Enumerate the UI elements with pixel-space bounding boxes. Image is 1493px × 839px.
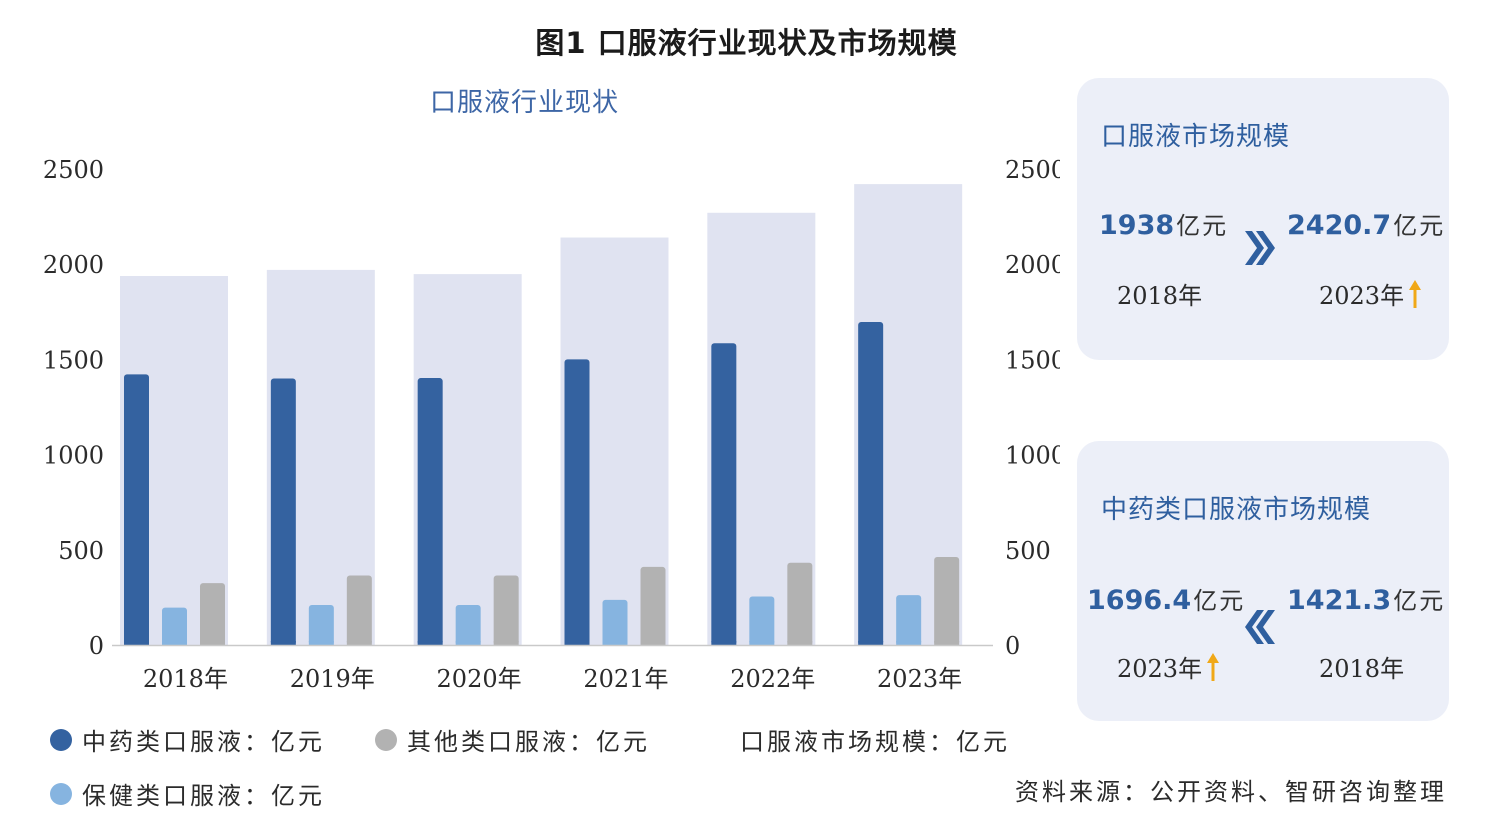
y-tick-label-left: 500 bbox=[58, 537, 104, 565]
bar-health-2 bbox=[455, 605, 481, 645]
legend-swatch-other bbox=[375, 728, 397, 751]
market-2018-value: 1938亿元 bbox=[1099, 210, 1229, 241]
bar-tcm-base-2 bbox=[417, 641, 443, 645]
bar-other-4 bbox=[787, 562, 813, 645]
bar-health-base-1 bbox=[308, 641, 334, 645]
bar-health-1 bbox=[308, 605, 334, 645]
bar-health-base-4 bbox=[749, 641, 775, 645]
tcm-2018-value: 1421.3亿元 bbox=[1287, 585, 1446, 616]
market-size-panel: 口服液市场规模 1938亿元 2018年 2420.7亿元 2023年 bbox=[1077, 78, 1449, 360]
x-tick-label: 2018年 bbox=[143, 665, 228, 693]
bar-tcm-2 bbox=[417, 378, 443, 645]
up-arrow-icon bbox=[1207, 652, 1220, 681]
bar-other-base-3 bbox=[640, 641, 666, 645]
tcm-2018-year: 2018年 bbox=[1319, 655, 1405, 683]
y-tick-label-right: 1500 bbox=[1005, 346, 1060, 374]
bar-health-4 bbox=[749, 596, 775, 645]
bar-health-0 bbox=[162, 607, 187, 645]
chart-title: 口服液行业现状 bbox=[430, 88, 620, 118]
bar-other-3 bbox=[640, 566, 666, 645]
market-size-panel-title: 口服液市场规模 bbox=[1101, 122, 1291, 152]
figure-title: 图1 口服液行业现状及市场规模 bbox=[535, 26, 958, 60]
legend-label-health: 保健类口服液：亿元 bbox=[82, 782, 325, 810]
bar-other-base-1 bbox=[346, 641, 372, 645]
bar-tcm-0 bbox=[124, 374, 149, 645]
y-tick-label-right: 0 bbox=[1005, 632, 1020, 660]
legend-item-tcm: 中药类口服液：亿元 bbox=[50, 722, 325, 757]
y-tick-label-right: 500 bbox=[1005, 537, 1051, 565]
x-tick-label: 2022年 bbox=[730, 665, 815, 693]
x-tick-label: 2019年 bbox=[290, 665, 375, 693]
bar-other-base-0 bbox=[200, 641, 225, 645]
y-tick-label-left: 2500 bbox=[43, 156, 104, 184]
bar-tcm-base-1 bbox=[270, 641, 296, 645]
double-chevron-right-icon bbox=[1245, 231, 1275, 265]
legend-item-health: 保健类口服液：亿元 bbox=[50, 776, 325, 811]
y-tick-label-right: 2500 bbox=[1005, 156, 1060, 184]
y-tick-label-left: 1500 bbox=[43, 346, 104, 374]
y-tick-label-right: 2000 bbox=[1005, 251, 1060, 279]
bar-tcm-3 bbox=[564, 359, 590, 645]
bar-other-0 bbox=[200, 583, 225, 645]
bar-health-3 bbox=[602, 599, 628, 645]
bar-other-base-5 bbox=[934, 641, 960, 645]
y-tick-label-left: 0 bbox=[89, 632, 104, 660]
bar-other-5 bbox=[934, 557, 960, 645]
tcm-market-panel: 中药类口服液市场规模 1696.4亿元 2023年 1421.3亿元 2018年 bbox=[1077, 441, 1449, 721]
bar-other-base-4 bbox=[787, 641, 813, 645]
bar-health-base-0 bbox=[162, 641, 187, 645]
legend-swatch-market bbox=[708, 728, 730, 751]
double-chevron-left-icon bbox=[1245, 610, 1275, 644]
tcm-market-panel-title: 中药类口服液市场规模 bbox=[1101, 495, 1372, 525]
bar-tcm-5 bbox=[858, 322, 884, 645]
bar-other-1 bbox=[346, 575, 372, 645]
source-note: 资料来源：公开资料、智研咨询整理 bbox=[1015, 778, 1447, 806]
legend-label-other: 其他类口服液：亿元 bbox=[407, 728, 650, 756]
y-tick-label-left: 1000 bbox=[43, 442, 104, 470]
bar-health-base-5 bbox=[896, 641, 922, 645]
market-2023-value: 2420.7亿元 bbox=[1287, 210, 1446, 241]
y-tick-label-left: 2000 bbox=[43, 251, 104, 279]
tcm-2023-year: 2023年 bbox=[1117, 649, 1220, 684]
y-tick-label-right: 1000 bbox=[1005, 442, 1060, 470]
bar-tcm-1 bbox=[270, 378, 296, 645]
market-2018-year: 2018年 bbox=[1117, 282, 1203, 310]
x-tick-label: 2023年 bbox=[877, 665, 962, 693]
bar-health-base-3 bbox=[602, 641, 628, 645]
legend-label-market: 口服液市场规模：亿元 bbox=[740, 728, 1010, 756]
up-arrow-icon bbox=[1409, 279, 1422, 308]
bar-health-5 bbox=[896, 595, 922, 645]
bar-tcm-4 bbox=[711, 343, 737, 645]
bar-tcm-base-0 bbox=[124, 641, 149, 645]
legend-item-market: 口服液市场规模：亿元 bbox=[708, 722, 1010, 757]
bar-tcm-base-5 bbox=[858, 641, 884, 645]
x-tick-label: 2021年 bbox=[583, 665, 668, 693]
bar-tcm-base-4 bbox=[711, 641, 737, 645]
bar-other-base-2 bbox=[493, 641, 519, 645]
bar-health-base-2 bbox=[455, 641, 481, 645]
legend-label-tcm: 中药类口服液：亿元 bbox=[82, 728, 325, 756]
legend-swatch-tcm bbox=[50, 728, 72, 751]
x-tick-label: 2020年 bbox=[437, 665, 522, 693]
legend-item-other: 其他类口服液：亿元 bbox=[375, 722, 650, 757]
legend-swatch-health bbox=[50, 782, 72, 805]
bar-other-2 bbox=[493, 575, 519, 645]
market-2023-year: 2023年 bbox=[1319, 276, 1422, 311]
bar-tcm-base-3 bbox=[564, 641, 590, 645]
bar-chart: 2018年 2019年 2020年 2021年 2022年 2023年 0 0 500 500 10… bbox=[43, 156, 1060, 693]
tcm-2023-value: 1696.4亿元 bbox=[1087, 585, 1246, 616]
